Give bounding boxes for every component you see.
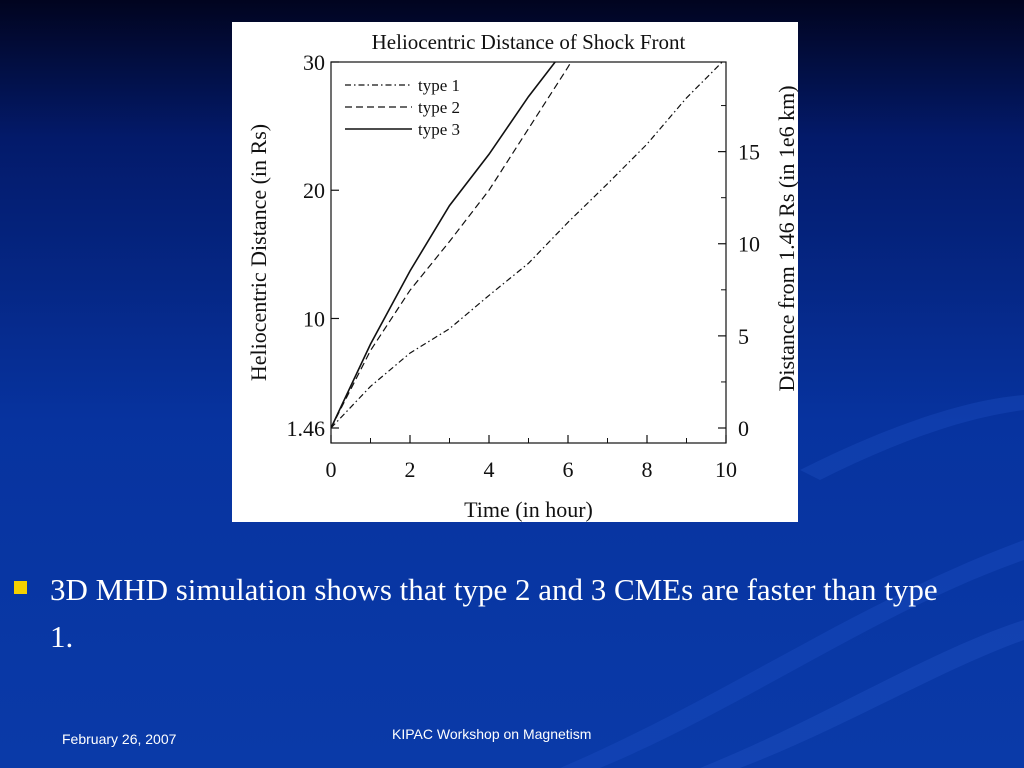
chart-panel: Heliocentric Distance of Shock Front 0 2 4 6…: [232, 22, 798, 522]
chart-title: Heliocentric Distance of Shock Front: [372, 30, 686, 54]
legend-label-1: type 1: [418, 76, 460, 95]
series-line-3: [331, 62, 557, 429]
y-tick-label: 30: [303, 50, 325, 75]
y-tick-label: 10: [303, 306, 325, 331]
x-tick-label: 8: [642, 457, 653, 482]
x-axis-label: Time (in hour): [464, 497, 593, 522]
legend-label-2: type 2: [418, 98, 460, 117]
bullet-marker-icon: [14, 581, 27, 594]
legend-label-3: type 3: [418, 120, 460, 139]
y2-tick-label: 0: [738, 416, 749, 441]
x-tick-label: 2: [405, 457, 416, 482]
bullet-text: 3D MHD simulation shows that type 2 and …: [50, 572, 938, 654]
y-tick-label: 20: [303, 178, 325, 203]
series-line-1: [331, 62, 724, 429]
y-tick-label: 1.46: [287, 416, 326, 441]
y2-tick-label: 5: [738, 324, 749, 349]
y2-tick-label: 10: [738, 232, 760, 257]
footer-title: KIPAC Workshop on Magnetism: [392, 726, 592, 742]
series-line-2: [331, 62, 572, 429]
y2-tick-label: 15: [738, 140, 760, 165]
x-tick-label: 10: [715, 457, 737, 482]
shock-front-chart: Heliocentric Distance of Shock Front 0 2 4 6…: [246, 30, 798, 522]
x-tick-label: 6: [563, 457, 574, 482]
y2-axis-label: Distance from 1.46 Rs (in 1e6 km): [774, 85, 798, 391]
x-tick-label: 0: [326, 457, 337, 482]
footer-date: February 26, 2007: [62, 731, 177, 747]
x-tick-label: 4: [484, 457, 495, 482]
plot-frame: [330, 61, 727, 444]
y-axis-label: Heliocentric Distance (in Rs): [246, 124, 271, 381]
